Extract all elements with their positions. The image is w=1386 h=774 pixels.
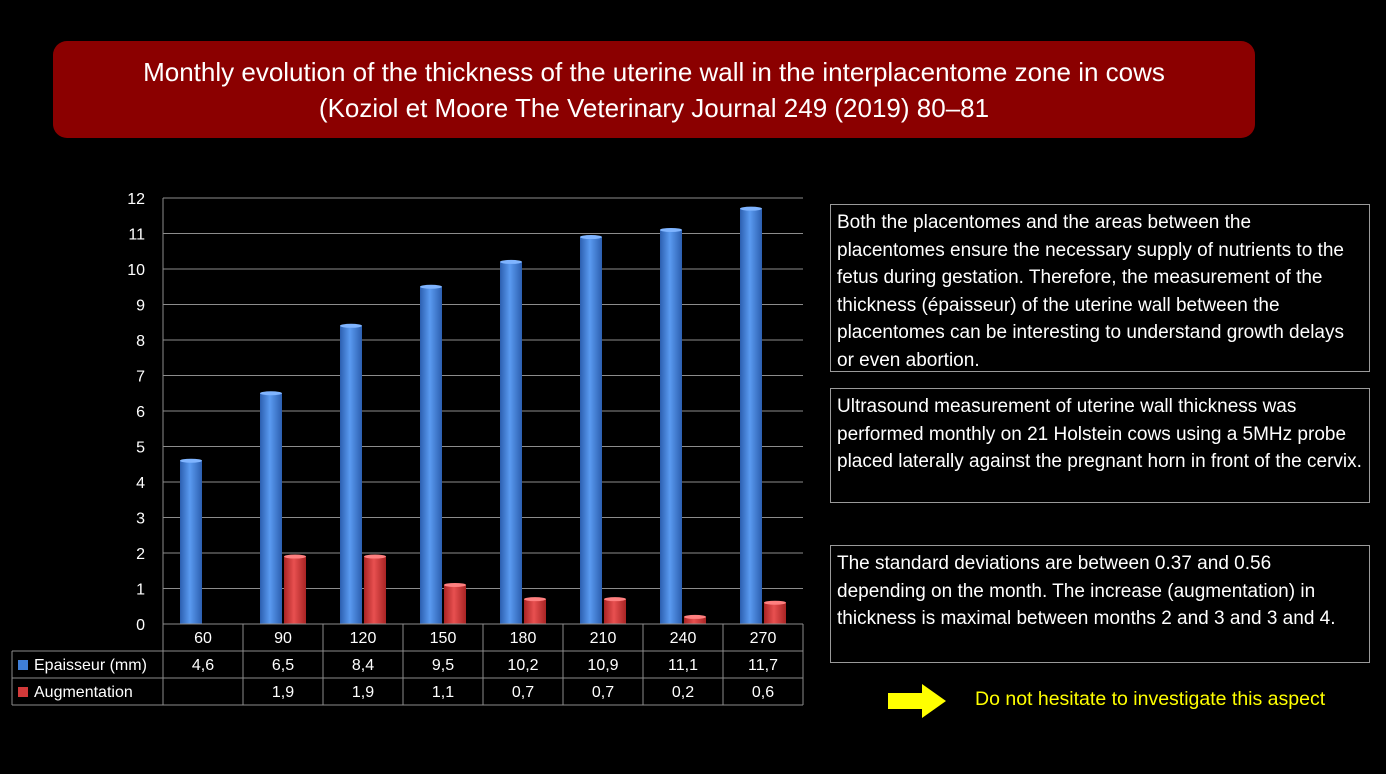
bar-top — [524, 597, 546, 602]
bar-epaisseur-270 — [740, 208, 762, 624]
data-label: 10,2 — [507, 657, 538, 674]
bar-augmentation-120 — [364, 556, 386, 624]
y-tick-label: 3 — [136, 511, 145, 528]
bar-epaisseur-240 — [660, 229, 682, 624]
legend-swatch — [18, 687, 28, 697]
bar-top — [740, 206, 762, 211]
bar-top — [364, 554, 386, 559]
bar-top — [420, 284, 442, 289]
data-label: 1,9 — [352, 684, 374, 701]
bar-top — [660, 227, 682, 232]
data-label: 11,1 — [668, 657, 698, 674]
y-tick-label: 12 — [127, 191, 145, 208]
title-banner: Monthly evolution of the thickness of th… — [53, 41, 1255, 138]
y-tick-label: 7 — [136, 369, 145, 386]
bar-epaisseur-90 — [260, 393, 282, 624]
y-tick-label: 5 — [136, 440, 145, 457]
bar-top — [180, 458, 202, 463]
y-tick-label: 6 — [136, 404, 145, 421]
x-tick-label: 180 — [510, 630, 537, 647]
title-line-2: (Koziol et Moore The Veterinary Journal … — [318, 92, 990, 123]
note-text: Do not hesitate to investigate this aspe… — [975, 688, 1326, 710]
bar-top — [444, 582, 466, 587]
y-tick-label: 2 — [136, 546, 145, 563]
data-label: 4,6 — [192, 657, 214, 674]
data-label: 8,4 — [352, 657, 374, 674]
legend-swatch — [18, 660, 28, 670]
legend-label: Augmentation — [34, 684, 133, 701]
bar-epaisseur-180 — [500, 261, 522, 624]
bar-top — [260, 391, 282, 396]
bar-top — [340, 323, 362, 328]
x-tick-label: 210 — [590, 630, 617, 647]
bar-top — [580, 235, 602, 240]
x-tick-label: 60 — [194, 630, 212, 647]
data-label: 9,5 — [432, 657, 454, 674]
bar-augmentation-150 — [444, 584, 466, 624]
y-tick-label: 4 — [136, 475, 145, 492]
data-label: 0,2 — [672, 684, 694, 701]
title-line-1: Monthly evolution of the thickness of th… — [143, 56, 1165, 87]
y-tick-label: 9 — [136, 298, 145, 315]
bar-augmentation-270 — [764, 602, 786, 624]
y-tick-label: 1 — [136, 582, 145, 599]
y-tick-label: 11 — [128, 227, 145, 244]
arrow-right-icon — [888, 684, 946, 718]
bar-augmentation-240 — [684, 616, 706, 624]
data-label: 6,5 — [272, 657, 294, 674]
data-label: 1,1 — [432, 684, 454, 701]
bar-top — [500, 259, 522, 264]
bar-epaisseur-210 — [580, 237, 602, 625]
x-tick-label: 240 — [670, 630, 697, 647]
x-tick-label: 90 — [274, 630, 292, 647]
data-label: 0,7 — [512, 684, 534, 701]
y-tick-label: 8 — [136, 333, 145, 350]
y-tick-label: 0 — [136, 617, 145, 634]
info-box-nutrients: Both the placentomes and the areas betwe… — [830, 204, 1370, 372]
bar-top — [684, 614, 706, 619]
data-label: 0,6 — [752, 684, 774, 701]
bar-epaisseur-150 — [420, 286, 442, 624]
bar-augmentation-90 — [284, 556, 306, 624]
info-box-deviations: The standard deviations are between 0.37… — [830, 545, 1370, 663]
info-box-method: Ultrasound measurement of uterine wall t… — [830, 388, 1370, 503]
x-tick-label: 150 — [430, 630, 457, 647]
y-tick-label: 10 — [127, 262, 145, 279]
legend-label: Epaisseur (mm) — [34, 657, 147, 674]
x-tick-label: 120 — [350, 630, 377, 647]
bar-top — [604, 597, 626, 602]
data-label: 1,9 — [272, 684, 294, 701]
data-label: 11,7 — [748, 657, 778, 674]
data-label: 0,7 — [592, 684, 614, 701]
x-tick-label: 270 — [750, 630, 777, 647]
bar-epaisseur-60 — [180, 460, 202, 624]
bar-top — [284, 554, 306, 559]
data-label: 10,9 — [587, 657, 618, 674]
bar-top — [764, 600, 786, 605]
bar-augmentation-210 — [604, 599, 626, 624]
bar-epaisseur-120 — [340, 325, 362, 624]
bar-augmentation-180 — [524, 599, 546, 624]
